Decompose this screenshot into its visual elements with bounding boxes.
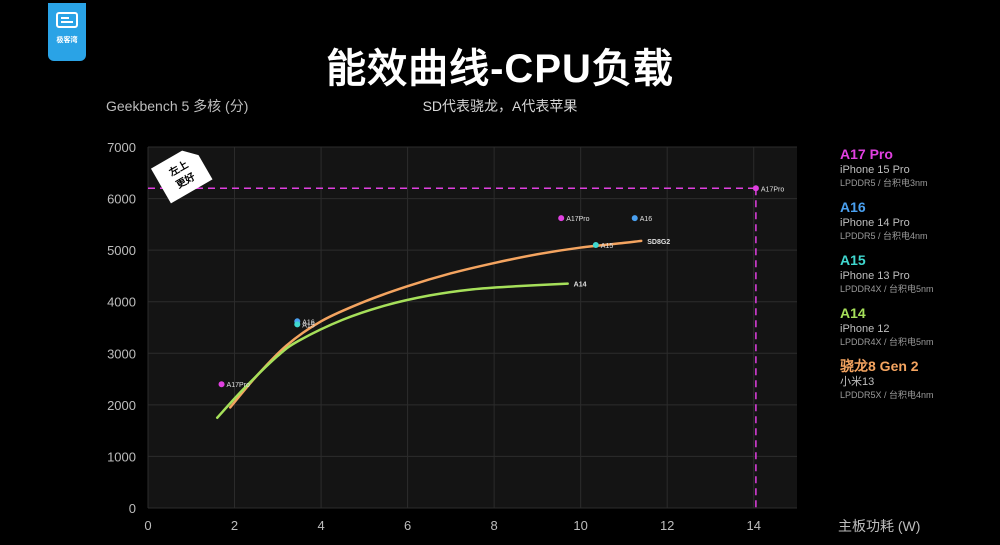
- legend-item-a15: A15 iPhone 13 Pro LPDDR4X / 台积电5nm: [840, 252, 995, 295]
- y-tick-label: 3000: [107, 346, 136, 361]
- x-tick-label: 12: [660, 518, 674, 533]
- data-point-label: A17Pro: [566, 216, 589, 223]
- legend-chip: A17 Pro: [840, 146, 893, 162]
- data-point: [592, 241, 599, 248]
- legend-chip: A16: [840, 199, 866, 215]
- data-point: [631, 215, 638, 222]
- data-point-label: A15: [601, 243, 614, 250]
- legend-chip: A15: [840, 252, 866, 268]
- plot-area: [148, 147, 797, 508]
- legend-spec: LPDDR5X / 台积电4nm: [840, 390, 934, 400]
- page-subtitle: SD代表骁龙，A代表苹果: [422, 98, 578, 114]
- x-tick-label: 4: [317, 518, 324, 533]
- legend-spec: LPDDR4X / 台积电5nm: [840, 337, 934, 347]
- logo-icon: [56, 12, 78, 28]
- y-tick-label: 6000: [107, 192, 136, 207]
- legend-chip: A14: [840, 305, 866, 321]
- data-point-label: A16: [640, 216, 653, 223]
- legend-item-a14: A14 iPhone 12 LPDDR4X / 台积电5nm: [840, 305, 995, 348]
- x-axis-label: 主板功耗 (W): [838, 518, 921, 534]
- legend-item-a16: A16 iPhone 14 Pro LPDDR5 / 台积电4nm: [840, 199, 995, 242]
- y-tick-label: 0: [129, 501, 136, 516]
- y-tick-label: 4000: [107, 295, 136, 310]
- legend-item-a17pro: A17 Pro iPhone 15 Pro LPDDR5 / 台积电3nm: [840, 146, 995, 189]
- legend-spec: LPDDR4X / 台积电5nm: [840, 284, 934, 294]
- y-axis-label: Geekbench 5 多核 (分): [106, 98, 249, 114]
- x-tick-label: 8: [491, 518, 498, 533]
- y-tick-label: 5000: [107, 243, 136, 258]
- x-tick-label: 6: [404, 518, 411, 533]
- x-tick-label: 0: [144, 518, 151, 533]
- legend-device: iPhone 13 Pro: [840, 270, 910, 282]
- data-point-label: A17Pro: [761, 186, 784, 193]
- data-point: [558, 215, 565, 222]
- y-tick-label: 1000: [107, 449, 136, 464]
- data-point-label: A16: [302, 319, 315, 326]
- legend-device: iPhone 12: [840, 323, 890, 335]
- x-tick-label: 14: [746, 518, 760, 533]
- data-point-label: A15: [302, 322, 315, 329]
- legend-chip: 骁龙8 Gen 2: [840, 358, 919, 374]
- legend-item-sd8g2: 骁龙8 Gen 2 小米13 LPDDR5X / 台积电4nm: [840, 358, 995, 401]
- series-line-a14: [215, 282, 569, 419]
- brand-logo: 极客湾: [48, 3, 86, 61]
- data-point-label: A17Pro: [227, 382, 250, 389]
- legend-device: 小米13: [840, 376, 875, 388]
- logo-text: 极客湾: [56, 37, 78, 44]
- series-end-label: A14: [574, 282, 587, 289]
- legend-device: iPhone 15 Pro: [840, 164, 910, 176]
- series-line-sd8g2: [228, 239, 643, 409]
- data-point: [752, 185, 759, 192]
- corner-badge-shape: [150, 150, 213, 204]
- page-title: 能效曲线-CPU负载: [326, 47, 674, 91]
- data-point: [218, 381, 225, 388]
- y-tick-label: 2000: [107, 398, 136, 413]
- legend: A17 Pro iPhone 15 Pro LPDDR5 / 台积电3nm A1…: [840, 146, 995, 411]
- x-tick-label: 10: [573, 518, 587, 533]
- series-end-label: SD8G2: [647, 239, 670, 246]
- legend-spec: LPDDR5 / 台积电4nm: [840, 231, 928, 241]
- legend-device: iPhone 14 Pro: [840, 217, 910, 229]
- data-point: [294, 321, 301, 328]
- legend-spec: LPDDR5 / 台积电3nm: [840, 178, 928, 188]
- x-tick-label: 2: [231, 518, 238, 533]
- y-tick-label: 7000: [107, 140, 136, 155]
